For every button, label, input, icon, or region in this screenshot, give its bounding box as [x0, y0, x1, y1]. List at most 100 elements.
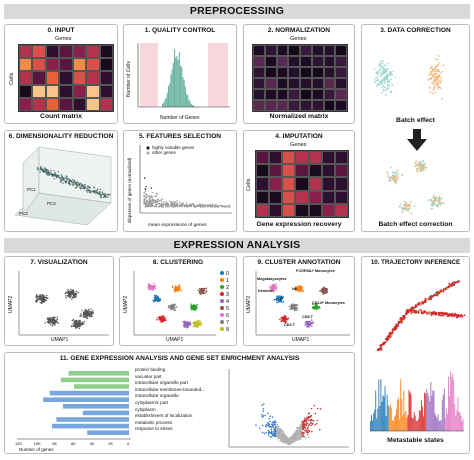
- heatmap-cell: [264, 67, 277, 78]
- trajectory-point: [384, 341, 387, 343]
- annotation-point: [301, 290, 304, 293]
- trajectory-point: [379, 347, 382, 349]
- trajectory-point: [434, 313, 437, 316]
- dimred-panel: 6. DIMENSIONALITY REDUCTION PC1 PC2 PC3: [4, 130, 118, 232]
- histogram-bar: [184, 86, 186, 107]
- cluster-point: [162, 314, 164, 317]
- annotation-point: [305, 325, 308, 328]
- cluster-point: [171, 285, 174, 287]
- normalization-title: 2. NORMALIZATION: [267, 27, 331, 34]
- volcano-point: [274, 427, 276, 430]
- umap-point: [70, 292, 72, 294]
- gene-point: [147, 203, 149, 206]
- batch-point: [376, 83, 379, 86]
- batch-point: [381, 62, 384, 65]
- volcano-point: [262, 407, 265, 410]
- annotation-point: [272, 286, 275, 289]
- gene-point: [199, 203, 201, 206]
- umap-point: [88, 315, 91, 317]
- cluster-point: [154, 294, 156, 297]
- gene-point: [149, 204, 152, 207]
- umap-point: [80, 313, 82, 315]
- annotation-point: [282, 300, 285, 303]
- batch-point: [440, 79, 443, 81]
- batch-point: [379, 71, 381, 74]
- gene-point: [143, 191, 145, 194]
- volcano-point: [285, 436, 287, 439]
- gene-point: [144, 188, 146, 190]
- batch-point: [437, 86, 439, 88]
- batch-point: [433, 75, 436, 78]
- metastable-bar: [376, 418, 378, 431]
- heatmap-cell: [288, 56, 300, 67]
- umap-point: [90, 308, 92, 310]
- trajectory-point: [388, 336, 390, 338]
- heatmap-cell: [264, 45, 277, 56]
- cluster-point: [202, 289, 205, 291]
- umap-point: [90, 311, 93, 313]
- pca-point: [94, 192, 97, 195]
- volcano-point: [273, 433, 276, 436]
- heatmap-cell: [335, 78, 347, 89]
- pca-point: [90, 190, 93, 192]
- umap-point: [56, 316, 58, 318]
- batch-point: [405, 207, 408, 210]
- cluster-point: [147, 284, 150, 287]
- heatmap-cell: [300, 56, 312, 67]
- gene-point: [164, 201, 166, 203]
- metastable-bar: [392, 420, 394, 431]
- heatmap-cell: [86, 71, 100, 85]
- umap-point: [54, 320, 57, 323]
- batch-point: [441, 202, 444, 204]
- volcano-point: [279, 433, 282, 436]
- heatmap-cell: [72, 84, 87, 98]
- heatmap-cell: [323, 89, 336, 100]
- volcano-point: [308, 412, 310, 414]
- gene-point: [145, 185, 147, 188]
- volcano-point: [280, 437, 282, 440]
- trajectory-point: [401, 317, 404, 319]
- heatmap-cell: [308, 151, 322, 165]
- imputation-cells-label: Cells: [246, 178, 252, 191]
- umap-point: [52, 322, 54, 324]
- volcano-plot: [228, 369, 349, 448]
- qc-ylabel: Number of Cells: [126, 61, 132, 97]
- pca-point: [101, 193, 104, 196]
- pca-point: [72, 184, 74, 187]
- trajectory-point: [445, 312, 448, 314]
- heatmap-cell: [276, 56, 289, 67]
- heatmap-cell: [45, 58, 60, 72]
- batch-point: [436, 76, 438, 79]
- legend-label: 4: [226, 299, 230, 305]
- batch-point: [384, 69, 386, 72]
- cluster-point: [193, 305, 195, 308]
- cluster-point: [184, 326, 187, 328]
- trajectory-point: [430, 311, 433, 314]
- umap-point: [50, 319, 53, 321]
- batch-point: [418, 161, 420, 164]
- volcano-point: [275, 432, 278, 434]
- heatmap-cell: [300, 45, 312, 56]
- annotation-point: [277, 297, 279, 300]
- volcano-point: [298, 429, 301, 431]
- volcano-point: [281, 430, 284, 432]
- annotation-point: [307, 323, 310, 326]
- batch-point: [375, 79, 378, 82]
- gene-point: [153, 199, 156, 202]
- cluster-point: [152, 289, 154, 291]
- annotation-point: [281, 316, 283, 319]
- trajectory-point: [410, 310, 413, 313]
- annotation-point: [296, 304, 299, 306]
- metastable-bar: [400, 379, 402, 431]
- umap-point: [36, 295, 39, 298]
- pca-point: [68, 182, 71, 185]
- volcano-point: [273, 430, 275, 432]
- pca-point: [63, 177, 66, 180]
- trajectory-point: [433, 293, 436, 296]
- pca-point: [54, 172, 57, 174]
- batch-point: [424, 166, 427, 169]
- umap-point: [46, 321, 49, 323]
- heatmap-cell: [99, 58, 113, 72]
- umap-point: [76, 326, 79, 328]
- annotation-point: [308, 326, 310, 328]
